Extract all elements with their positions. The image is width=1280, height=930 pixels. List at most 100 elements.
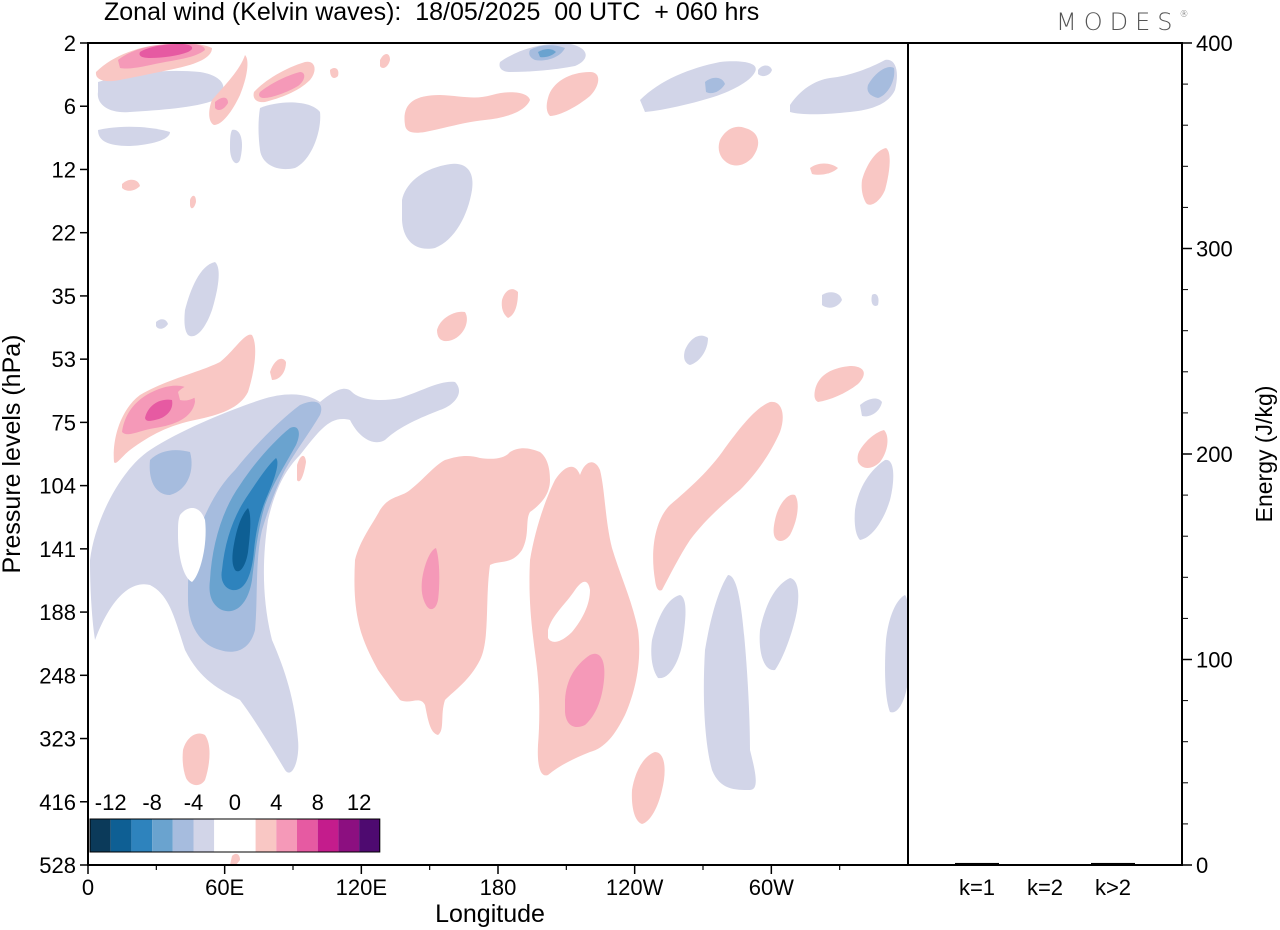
colorbar-swatch bbox=[193, 819, 215, 852]
colorbar-swatch bbox=[131, 819, 153, 852]
bar-panel-frame bbox=[907, 42, 1183, 866]
colorbar-swatch bbox=[90, 819, 111, 852]
contour-region bbox=[651, 595, 686, 679]
contour-region bbox=[156, 319, 168, 329]
colorbar-swatch bbox=[359, 819, 380, 852]
energy-bar-panel: 0 100 200 300 400 Energy (J/kg) k=1 k=2 k>2 bbox=[907, 31, 1277, 900]
colorbar-swatch bbox=[255, 819, 277, 852]
contour-region bbox=[790, 59, 897, 115]
contour-region bbox=[404, 92, 530, 133]
contour-region bbox=[145, 399, 173, 421]
colorbar-swatch bbox=[214, 819, 235, 852]
y-tick-label: 188 bbox=[39, 600, 76, 625]
contour-region bbox=[758, 65, 772, 77]
contour-region bbox=[182, 733, 210, 786]
x-tick-label: 180 bbox=[480, 875, 517, 900]
y-tick-label: 416 bbox=[39, 790, 76, 815]
x-tick-label: 60E bbox=[205, 875, 244, 900]
colorbar-label: 0 bbox=[229, 790, 241, 815]
y-tick-label: 104 bbox=[39, 474, 76, 499]
colorbar-label: 4 bbox=[270, 790, 282, 815]
contour-region bbox=[810, 163, 838, 175]
contour-region bbox=[640, 61, 756, 112]
contour-region bbox=[230, 129, 243, 164]
contour-region bbox=[759, 578, 799, 671]
contour-region bbox=[538, 49, 556, 58]
contour-region bbox=[354, 448, 550, 735]
contour-region bbox=[149, 450, 192, 495]
colorbar-swatch bbox=[110, 819, 132, 852]
y-tick-label: 35 bbox=[52, 284, 76, 309]
y-tick-label: 528 bbox=[39, 853, 76, 878]
contour-region bbox=[122, 179, 140, 191]
contour-region bbox=[270, 358, 286, 380]
contour-region bbox=[814, 366, 864, 402]
colorbar-label: -12 bbox=[95, 790, 127, 815]
contour-region bbox=[402, 163, 473, 249]
contour-region bbox=[718, 126, 759, 166]
energy-category-label: k>2 bbox=[1095, 875, 1131, 900]
colorbar-label: -8 bbox=[142, 790, 162, 815]
energy-category-label: k=2 bbox=[1027, 875, 1063, 900]
y-tick-label: 6 bbox=[64, 94, 76, 119]
contour-region bbox=[139, 44, 193, 58]
contour-region bbox=[565, 653, 605, 728]
energy-tick-label: 100 bbox=[1196, 648, 1233, 673]
contour-region bbox=[684, 335, 708, 365]
contour-region bbox=[501, 289, 518, 318]
contour-region bbox=[548, 581, 590, 642]
y-tick-label: 75 bbox=[52, 410, 76, 435]
x-tick-label: 0 bbox=[82, 875, 94, 900]
energy-category-label: k=1 bbox=[959, 875, 995, 900]
contour-region bbox=[854, 459, 894, 540]
energy-tick-label: 300 bbox=[1196, 237, 1233, 262]
contour-field bbox=[90, 43, 908, 865]
y-tick-label: 323 bbox=[39, 727, 76, 752]
contour-region bbox=[215, 97, 228, 111]
modes-logo: MODES® bbox=[1056, 8, 1189, 36]
contour-region bbox=[297, 455, 306, 482]
colorbar-frame bbox=[89, 818, 381, 853]
contour-region bbox=[178, 508, 206, 582]
colorbar-label: 8 bbox=[312, 790, 324, 815]
contour-region bbox=[822, 292, 842, 308]
colorbar: -12 -8 -4 0 4 8 12 bbox=[89, 790, 381, 853]
colorbar-label: 12 bbox=[347, 790, 371, 815]
colorbar-swatch bbox=[297, 819, 318, 852]
colorbar-label: -4 bbox=[184, 790, 204, 815]
colorbar-swatch bbox=[172, 819, 194, 852]
contour-region bbox=[885, 595, 908, 713]
contour-region bbox=[861, 148, 890, 205]
contour-region bbox=[705, 77, 725, 94]
contour-region bbox=[529, 462, 640, 776]
contour-region bbox=[631, 752, 665, 824]
contour-region bbox=[230, 853, 240, 865]
colorbar-swatch bbox=[338, 819, 360, 852]
colorbar-swatch bbox=[317, 819, 339, 852]
logo-text: MODES bbox=[1056, 8, 1180, 36]
colorbar-swatch bbox=[276, 819, 297, 852]
y-tick-label: 141 bbox=[39, 537, 76, 562]
chart-title: Zonal wind (Kelvin waves): 18/05/2025 00… bbox=[104, 0, 760, 26]
energy-axis-label: Energy (J/kg) bbox=[1251, 386, 1277, 523]
contour-region bbox=[437, 311, 467, 342]
energy-tick-label: 200 bbox=[1196, 442, 1233, 467]
y-tick-label: 2 bbox=[64, 31, 76, 56]
contour-region bbox=[330, 68, 339, 78]
x-tick-label: 120E bbox=[336, 875, 387, 900]
contour-region bbox=[178, 384, 202, 401]
y-tick-label: 248 bbox=[39, 663, 76, 688]
x-axis-label: Longitude bbox=[435, 900, 545, 928]
contour-region bbox=[703, 575, 756, 790]
y-tick-label: 12 bbox=[52, 157, 76, 182]
contour-region bbox=[259, 72, 305, 98]
contour-region bbox=[857, 430, 888, 468]
y-axis-label: Pressure levels (hPa) bbox=[0, 335, 26, 574]
colorbar-swatch bbox=[152, 819, 173, 852]
contour-region bbox=[860, 398, 882, 417]
energy-tick-label: 0 bbox=[1196, 853, 1208, 878]
contour-region bbox=[867, 66, 895, 98]
colorbar-swatch bbox=[234, 819, 256, 852]
